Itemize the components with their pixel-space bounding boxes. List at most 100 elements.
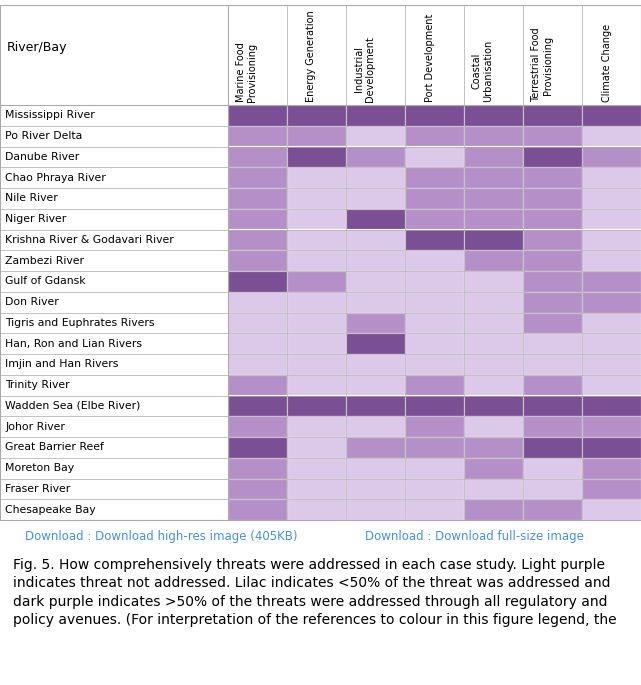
Text: Port Development: Port Development [424, 14, 435, 103]
Bar [405, 292, 464, 312]
Bar [346, 209, 405, 229]
Bar [464, 250, 523, 271]
Bar [464, 271, 523, 292]
Bar [405, 105, 464, 126]
Bar [582, 250, 641, 271]
Bar [582, 437, 641, 458]
Bar [346, 105, 405, 126]
Text: Krishna River & Godavari River: Krishna River & Godavari River [5, 235, 174, 245]
Bar [346, 188, 405, 209]
Bar [228, 354, 287, 375]
Bar [346, 416, 405, 437]
Bar [346, 250, 405, 271]
Bar [464, 395, 523, 416]
Bar [523, 437, 582, 458]
Bar [228, 395, 287, 416]
Bar [405, 147, 464, 167]
Text: Climate Change: Climate Change [601, 24, 612, 103]
Bar [405, 126, 464, 147]
Bar [464, 209, 523, 229]
Text: Danube River: Danube River [5, 152, 79, 162]
Bar [582, 229, 641, 250]
Bar [287, 250, 346, 271]
Bar [346, 271, 405, 292]
Bar [523, 250, 582, 271]
Bar [523, 105, 582, 126]
Bar [464, 147, 523, 167]
Bar [523, 147, 582, 167]
Bar [582, 375, 641, 395]
Bar [405, 333, 464, 354]
Bar [346, 167, 405, 188]
Bar [523, 458, 582, 479]
Bar [287, 416, 346, 437]
Bar [346, 354, 405, 375]
Bar [464, 292, 523, 312]
Text: Chesapeake Bay: Chesapeake Bay [5, 505, 96, 514]
Bar [228, 458, 287, 479]
Bar [405, 395, 464, 416]
Bar [346, 395, 405, 416]
Bar [582, 126, 641, 147]
Bar [464, 167, 523, 188]
Text: Industrial
Development: Industrial Development [354, 36, 376, 103]
Bar [228, 437, 287, 458]
Bar [228, 105, 287, 126]
Text: Coastal
Urbanisation: Coastal Urbanisation [472, 40, 494, 103]
Bar [523, 167, 582, 188]
Bar [405, 354, 464, 375]
Bar [287, 209, 346, 229]
Bar [582, 188, 641, 209]
Bar [287, 126, 346, 147]
Bar [582, 416, 641, 437]
Bar [464, 458, 523, 479]
Bar [523, 188, 582, 209]
Bar [582, 167, 641, 188]
Text: Wadden Sea (Elbe River): Wadden Sea (Elbe River) [5, 401, 140, 411]
Bar [287, 167, 346, 188]
Bar [287, 271, 346, 292]
Bar [582, 271, 641, 292]
Text: Nile River: Nile River [5, 193, 58, 203]
Text: River/Bay: River/Bay [6, 40, 67, 53]
Bar [405, 479, 464, 499]
Text: Zambezi River: Zambezi River [5, 256, 84, 266]
Bar [405, 188, 464, 209]
Bar [287, 312, 346, 333]
Bar [523, 209, 582, 229]
Bar [287, 147, 346, 167]
Bar [523, 354, 582, 375]
Bar [464, 479, 523, 499]
Bar [228, 209, 287, 229]
Bar [405, 312, 464, 333]
Text: Han, Ron and Lian Rivers: Han, Ron and Lian Rivers [5, 338, 142, 349]
Text: Don River: Don River [5, 297, 59, 307]
Bar [228, 250, 287, 271]
Bar [405, 229, 464, 250]
Bar [287, 499, 346, 520]
Bar [582, 312, 641, 333]
Bar [405, 437, 464, 458]
Text: Marine Food
Provisioning: Marine Food Provisioning [236, 42, 258, 103]
Bar [287, 479, 346, 499]
Bar [464, 105, 523, 126]
Text: Trinity River: Trinity River [5, 380, 70, 390]
Bar [346, 375, 405, 395]
Bar [287, 105, 346, 126]
Bar [523, 126, 582, 147]
Bar [582, 147, 641, 167]
Bar [523, 375, 582, 395]
Bar [464, 126, 523, 147]
Bar [523, 499, 582, 520]
Bar [582, 292, 641, 312]
Bar [464, 416, 523, 437]
Bar [523, 229, 582, 250]
Bar [464, 437, 523, 458]
Bar [582, 209, 641, 229]
Bar [228, 416, 287, 437]
Bar [228, 292, 287, 312]
Bar [464, 354, 523, 375]
Text: Energy Generation: Energy Generation [306, 11, 317, 103]
Text: Johor River: Johor River [5, 422, 65, 432]
Bar [582, 395, 641, 416]
